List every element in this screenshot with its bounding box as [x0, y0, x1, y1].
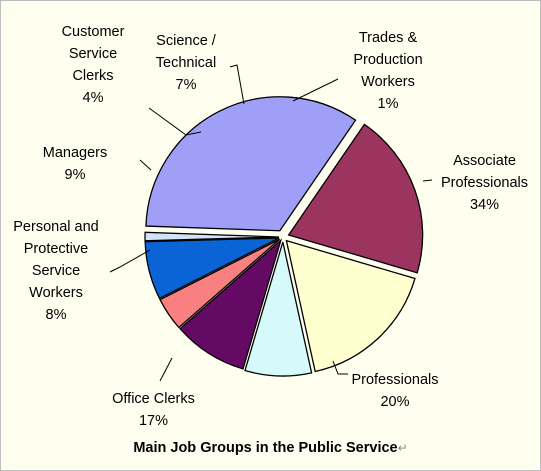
pie-slice-customer-service-clerks	[159, 238, 281, 329]
pie-slice-professionals	[287, 123, 424, 274]
label-managers: Managers 9%	[42, 145, 108, 183]
pie-slice-personal-and-protective-service-workers	[244, 241, 313, 377]
paragraph-mark: ↵	[397, 441, 408, 455]
label-associate-professionals: Associate Professionals 34%	[440, 153, 529, 213]
pie-slice-managers	[179, 238, 283, 370]
pie-slice-office-clerks	[285, 239, 416, 373]
label-professionals: Professionals 20%	[351, 372, 439, 410]
leader-line-1	[332, 360, 348, 375]
leader-line-4	[139, 159, 152, 171]
leader-line-2	[159, 357, 173, 382]
leader-line-3	[109, 249, 151, 273]
leader-line-5	[148, 107, 202, 136]
label-science-technical: Science / Technical 7%	[155, 33, 217, 93]
pie-slice-associate-professionals	[145, 96, 357, 232]
chart-title: Main Job Groups in the Public Service↵	[0, 440, 541, 456]
leader-line-7	[292, 78, 339, 102]
pie-slice-trades-production-workers	[144, 231, 280, 242]
chart-title-text: Main Job Groups in the Public Service	[133, 440, 398, 456]
label-trades-production: Trades & Production Workers 1%	[353, 30, 423, 112]
label-office-clerks: Office Clerks 17%	[112, 391, 195, 429]
pie-slice-science-technical	[144, 237, 280, 300]
label-personal-protective: Personal and Protective Service Workers …	[13, 219, 99, 323]
label-customer-service: Customer Service Clerks 4%	[61, 24, 125, 106]
leader-line-0	[422, 179, 433, 182]
leader-line-6	[229, 64, 245, 105]
